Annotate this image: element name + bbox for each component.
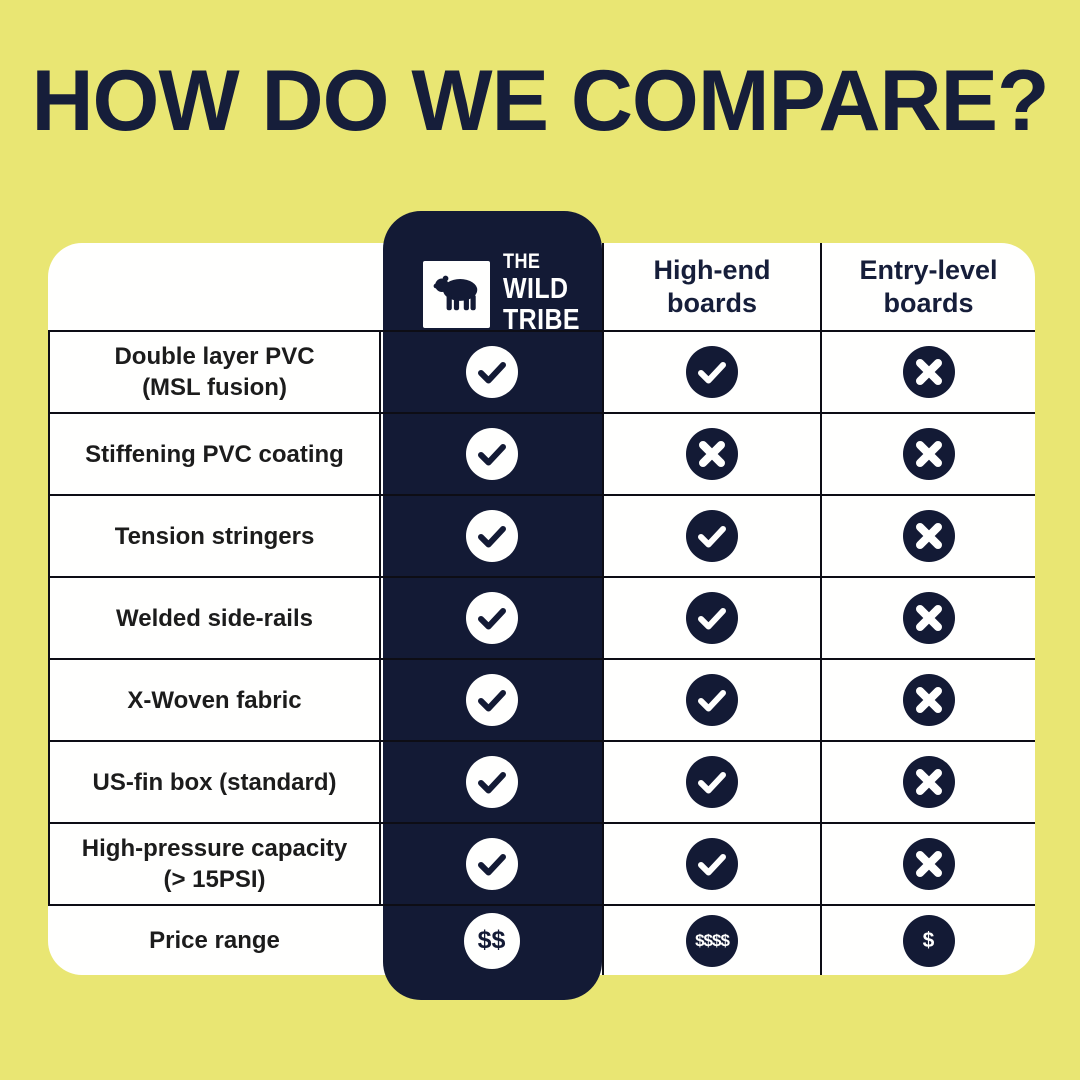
brand-price-cell: $$ <box>381 904 602 975</box>
price-label: Price range <box>149 927 280 954</box>
feature-label-cell: X-Woven fabric <box>48 658 381 740</box>
high-end-value-cell <box>602 576 820 658</box>
brand-value-cell <box>381 330 602 412</box>
high-end-value-cell <box>602 494 820 576</box>
logo-square <box>423 260 490 328</box>
feature-label-cell: Stiffening PVC coating <box>48 412 381 494</box>
brand-value-cell <box>381 412 602 494</box>
entry-value-cell <box>820 330 1035 412</box>
brand-value-cell <box>381 740 602 822</box>
check-icon <box>466 346 518 398</box>
comparison-grid: High-end boards Entry-level boards Doubl… <box>48 243 1035 975</box>
check-icon <box>686 674 738 726</box>
brand-value-cell <box>381 658 602 740</box>
high-end-value-cell <box>602 658 820 740</box>
brand-value-cell <box>381 576 602 658</box>
check-icon <box>686 838 738 890</box>
feature-label: Double layer PVC (MSL fusion) <box>114 343 315 401</box>
feature-label: Tension stringers <box>114 522 315 550</box>
price-badge: $$ <box>463 912 520 969</box>
header-entry-level: Entry-level boards <box>820 243 1035 330</box>
brand-value-cell <box>381 822 602 904</box>
cross-icon <box>903 592 955 644</box>
check-icon <box>686 756 738 808</box>
price-label-cell: Price range <box>48 904 381 975</box>
header-high-end: High-end boards <box>602 243 820 330</box>
cross-icon <box>903 838 955 890</box>
feature-label-cell: Welded side-rails <box>48 576 381 658</box>
brand-name-line1: THE <box>503 250 541 273</box>
price-badge: $$$$ <box>686 914 738 967</box>
high-end-value-cell <box>602 822 820 904</box>
comparison-table: THE WILD TRIBE High-end boards Entry-lev… <box>48 211 1035 1000</box>
check-icon <box>686 510 738 562</box>
feature-label-cell: Double layer PVC (MSL fusion) <box>48 330 381 412</box>
brand-name-line3: TRIBE <box>503 304 580 336</box>
page-title: HOW DO WE COMPARE? <box>31 53 1049 149</box>
entry-value-cell <box>820 494 1035 576</box>
bear-icon <box>431 272 483 317</box>
cross-icon <box>903 674 955 726</box>
feature-label-cell: US-fin box (standard) <box>48 740 381 822</box>
cross-icon <box>903 510 955 562</box>
brand-value-cell <box>381 494 602 576</box>
high-end-price-cell: $$$$ <box>602 904 820 975</box>
feature-label-cell: Tension stringers <box>48 494 381 576</box>
check-icon <box>466 838 518 890</box>
check-icon <box>466 592 518 644</box>
check-icon <box>466 674 518 726</box>
entry-price-cell: $ <box>820 904 1035 975</box>
check-icon <box>466 428 518 480</box>
check-icon <box>686 346 738 398</box>
cross-icon <box>903 346 955 398</box>
header-brand-cell <box>381 243 602 330</box>
cross-icon <box>686 428 738 480</box>
feature-label: High-pressure capacity (> 15PSI) <box>81 835 348 893</box>
brand-name-line2: WILD <box>503 273 569 305</box>
feature-label: Welded side-rails <box>116 604 313 632</box>
check-icon <box>686 592 738 644</box>
feature-label: Stiffening PVC coating <box>85 440 344 468</box>
header-high-end-label: High-end boards <box>653 254 771 318</box>
check-icon <box>466 510 518 562</box>
feature-label-cell: High-pressure capacity (> 15PSI) <box>48 822 381 904</box>
header-feature-cell <box>48 243 381 330</box>
entry-value-cell <box>820 412 1035 494</box>
brand-name: THE WILD TRIBE <box>503 251 580 337</box>
entry-value-cell <box>820 576 1035 658</box>
header-entry-level-label: Entry-level boards <box>859 254 998 318</box>
cross-icon <box>903 756 955 808</box>
entry-value-cell <box>820 658 1035 740</box>
price-badge: $ <box>902 914 955 967</box>
high-end-value-cell <box>602 412 820 494</box>
brand-logo: THE WILD TRIBE <box>423 251 593 337</box>
cross-icon <box>903 428 955 480</box>
feature-label: US-fin box (standard) <box>92 768 337 796</box>
entry-value-cell <box>820 822 1035 904</box>
high-end-value-cell <box>602 740 820 822</box>
feature-label: X-Woven fabric <box>127 686 302 714</box>
high-end-value-cell <box>602 330 820 412</box>
check-icon <box>466 756 518 808</box>
entry-value-cell <box>820 740 1035 822</box>
